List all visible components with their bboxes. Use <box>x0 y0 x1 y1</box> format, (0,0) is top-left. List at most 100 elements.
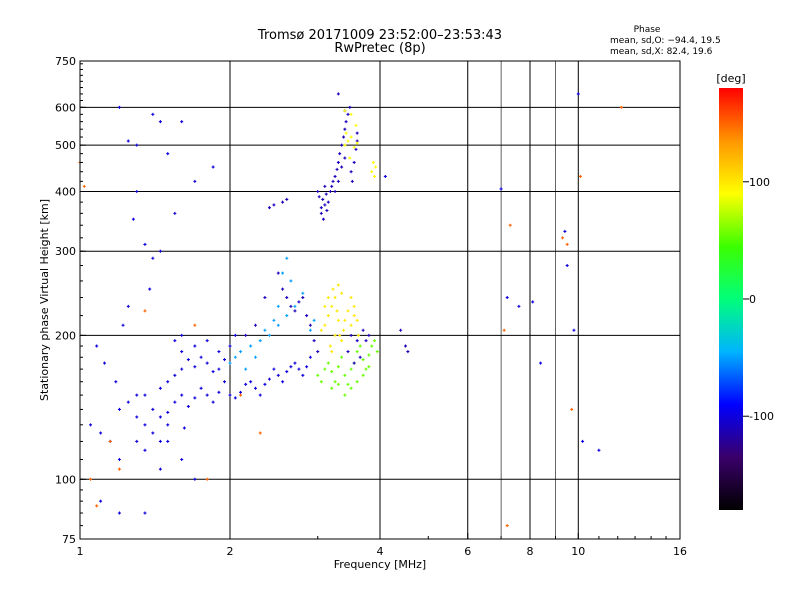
data-point <box>289 365 293 369</box>
data-point <box>364 339 368 343</box>
data-point <box>267 206 271 210</box>
data-point <box>349 170 353 174</box>
data-point <box>374 165 378 169</box>
data-point <box>367 365 371 369</box>
data-point <box>249 380 253 384</box>
data-point <box>355 339 359 343</box>
data-point <box>158 439 162 443</box>
data-point <box>343 373 347 377</box>
colorbar-label: [deg] <box>716 72 745 85</box>
data-point <box>293 361 297 365</box>
data-point <box>350 179 354 183</box>
data-point <box>131 217 135 221</box>
data-point <box>82 184 86 188</box>
data-point <box>342 328 346 332</box>
data-point <box>336 160 340 164</box>
data-point <box>166 380 170 384</box>
data-point <box>95 504 99 508</box>
data-point <box>143 309 147 313</box>
data-point <box>373 174 377 178</box>
grid-layer <box>80 61 680 539</box>
data-point <box>335 167 339 171</box>
data-point <box>285 296 289 300</box>
data-point <box>305 365 309 369</box>
data-point <box>349 386 353 390</box>
data-point <box>326 200 330 204</box>
chart-title-block: Tromsø 20171009 23:52:00–23:53:43 RwPret… <box>257 28 502 56</box>
data-point <box>319 211 323 215</box>
data-point <box>352 160 356 164</box>
data-point <box>173 400 177 404</box>
data-point <box>135 393 139 397</box>
data-point <box>267 377 271 381</box>
y-tick-label: 600 <box>55 101 76 114</box>
data-point <box>336 318 340 322</box>
data-point <box>349 135 353 139</box>
data-point <box>143 423 147 427</box>
data-point <box>343 156 347 160</box>
data-point <box>340 165 344 169</box>
data-point <box>297 300 301 304</box>
data-point <box>330 184 334 188</box>
x-tick-label: 4 <box>377 545 384 558</box>
data-point <box>276 323 280 327</box>
data-point <box>217 367 221 371</box>
colorbar: [deg] 100 0 -100 <box>716 72 774 510</box>
data-point <box>180 457 184 461</box>
data-point <box>158 120 162 124</box>
data-point <box>205 393 209 397</box>
data-point <box>343 127 347 131</box>
data-point <box>326 296 330 300</box>
data-point <box>223 380 227 384</box>
data-point <box>330 304 334 308</box>
data-point <box>263 328 267 332</box>
data-point <box>308 323 312 327</box>
x-axis: 1 2 4 6 8 10 16 <box>77 533 687 558</box>
data-point <box>151 407 155 411</box>
data-point <box>317 195 321 199</box>
data-point <box>166 439 170 443</box>
data-point <box>289 304 293 308</box>
x-tick-label: 2 <box>227 545 234 558</box>
x-tick-label: 1 <box>77 545 84 558</box>
data-point <box>373 339 377 343</box>
data-point <box>336 92 340 96</box>
data-point <box>352 304 356 308</box>
data-point <box>346 139 350 143</box>
data-point <box>349 367 353 371</box>
data-point <box>114 380 118 384</box>
y-tick-label: 400 <box>55 185 76 198</box>
data-point <box>343 393 347 397</box>
data-point <box>342 135 346 139</box>
data-point <box>166 152 170 156</box>
data-point <box>272 318 276 322</box>
data-point <box>180 120 184 124</box>
data-point <box>182 426 186 430</box>
data-point <box>561 236 565 240</box>
data-point <box>143 511 147 515</box>
data-point <box>158 467 162 471</box>
data-point <box>117 511 121 515</box>
data-point <box>249 344 253 348</box>
data-point <box>502 328 506 332</box>
data-point <box>143 393 147 397</box>
data-point <box>117 407 121 411</box>
data-point <box>343 109 347 113</box>
x-tick-label: 6 <box>464 545 471 558</box>
data-point <box>253 386 257 390</box>
data-point <box>228 344 232 348</box>
data-point <box>263 382 267 386</box>
y-tick-label: 750 <box>55 55 76 68</box>
data-point <box>285 370 289 374</box>
data-point <box>349 112 353 116</box>
data-point <box>158 415 162 419</box>
data-point <box>126 400 130 404</box>
data-point <box>333 380 337 384</box>
data-point <box>151 431 155 435</box>
data-point <box>321 217 325 221</box>
data-point <box>173 339 177 343</box>
data-point <box>331 287 335 291</box>
data-point <box>289 279 293 283</box>
data-point <box>117 467 121 471</box>
data-point <box>578 174 582 178</box>
